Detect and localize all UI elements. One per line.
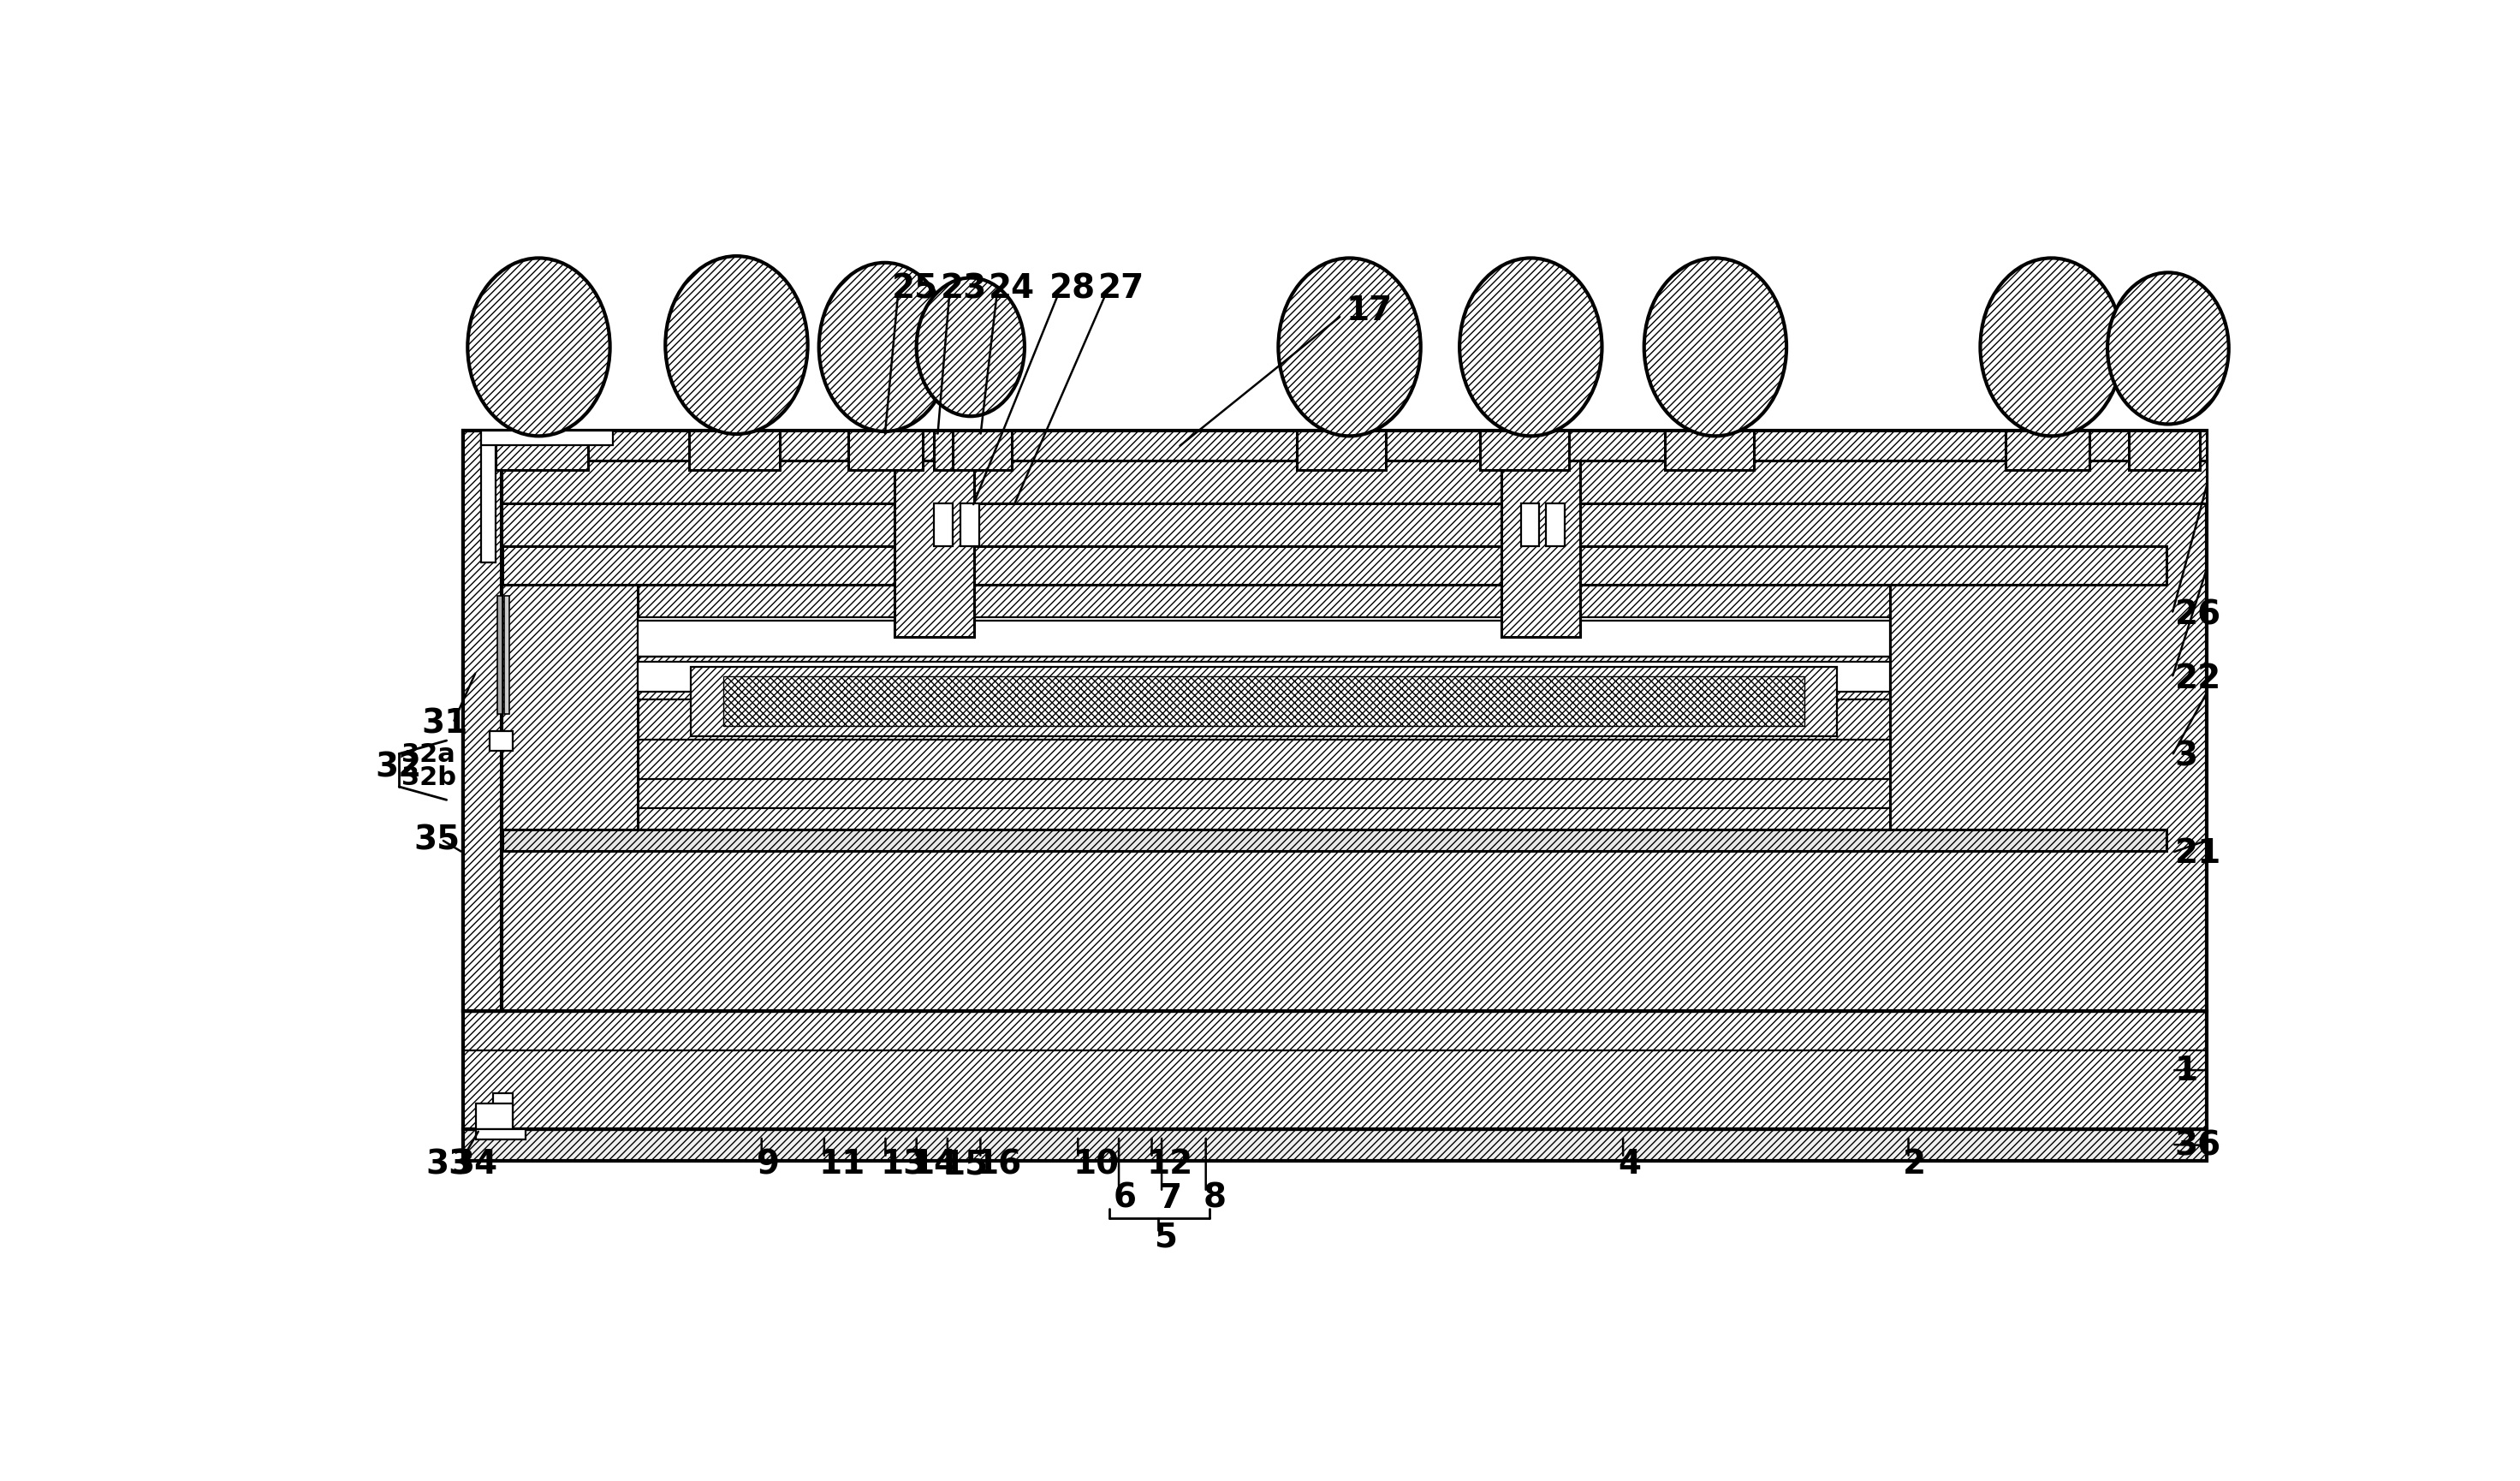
Text: 26: 26 [2175,598,2220,631]
Bar [723,677,1804,727]
Text: 11: 11 [819,1148,864,1180]
Bar [849,431,922,471]
Bar [464,431,2208,461]
Bar [638,662,1890,692]
Text: 27: 27 [1099,273,1144,305]
Text: 14: 14 [912,1148,958,1180]
Bar [504,595,509,715]
Text: 36: 36 [2175,1129,2220,1161]
Text: 12: 12 [1147,1148,1192,1180]
Text: 33: 33 [426,1148,471,1180]
Bar [2006,431,2089,471]
Text: 7: 7 [1159,1182,1182,1214]
Bar [489,732,512,751]
Bar [496,595,501,715]
Text: 23: 23 [940,273,988,305]
Text: 32: 32 [375,751,421,783]
Ellipse shape [917,278,1026,416]
Ellipse shape [1981,259,2122,437]
Bar [935,431,993,471]
Text: 13: 13 [879,1148,927,1180]
Bar [501,546,2167,585]
Text: 1: 1 [2175,1054,2197,1087]
Bar [953,431,1013,471]
Bar [935,504,953,546]
Ellipse shape [1643,259,1787,437]
Text: 16: 16 [975,1148,1021,1180]
Text: 4: 4 [1618,1148,1641,1180]
Text: 28: 28 [1051,273,1096,305]
Bar [464,431,501,1012]
Text: 17: 17 [1346,295,1394,327]
Ellipse shape [2107,274,2228,425]
Text: 3: 3 [2175,740,2197,773]
Bar [464,1130,2208,1161]
Text: 22: 22 [2175,662,2220,695]
Text: 10: 10 [1074,1148,1119,1180]
Text: 21: 21 [2175,837,2220,869]
Ellipse shape [1278,259,1421,437]
Bar [501,829,2167,852]
Bar [476,1130,527,1139]
Bar [1502,461,1580,637]
Ellipse shape [469,259,610,437]
Bar [464,1012,2208,1130]
Bar [1545,504,1565,546]
Ellipse shape [1459,259,1603,437]
Ellipse shape [819,264,950,432]
Bar [960,504,980,546]
Bar [1479,431,1570,471]
Bar [895,461,973,637]
Bar [690,668,1837,736]
Text: 31: 31 [421,706,469,739]
Text: 6: 6 [1114,1182,1137,1214]
Bar [464,461,2208,504]
Bar [481,431,496,563]
Bar [1522,504,1540,546]
Bar [464,431,2208,1012]
Text: 34: 34 [451,1148,499,1180]
Ellipse shape [665,256,809,434]
Bar [2129,431,2200,471]
Bar [1502,461,1580,637]
Bar [638,618,1890,658]
Bar [494,1093,512,1133]
Bar [1666,431,1754,471]
Bar [481,431,612,446]
Text: 9: 9 [756,1148,779,1180]
Text: 2: 2 [1903,1148,1925,1180]
Bar [638,585,1890,829]
Text: 5: 5 [1154,1220,1179,1253]
Text: 35: 35 [413,823,461,856]
Bar [476,1103,512,1130]
Text: 15: 15 [942,1148,988,1180]
Bar [688,431,781,471]
Bar [496,431,587,471]
Text: 8: 8 [1202,1182,1227,1214]
Bar [895,461,973,637]
Text: 32b: 32b [401,764,456,789]
Text: 25: 25 [892,273,937,305]
Text: 32a: 32a [401,742,456,767]
Bar [1298,431,1386,471]
Text: 24: 24 [988,273,1036,305]
